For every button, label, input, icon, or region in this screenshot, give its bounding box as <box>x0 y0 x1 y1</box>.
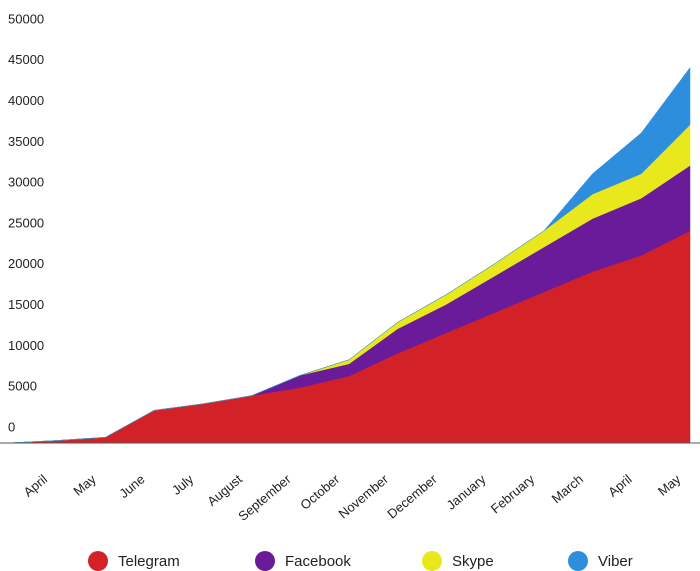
x-tick-label: April <box>605 471 635 499</box>
legend-label: Telegram <box>118 553 180 570</box>
y-tick-label: 5000 <box>8 379 37 394</box>
y-tick-label: 25000 <box>8 215 44 230</box>
x-tick-label: November <box>336 471 392 521</box>
y-tick-label: 35000 <box>8 134 44 149</box>
y-tick-label: 15000 <box>8 297 44 312</box>
legend-swatch <box>422 551 442 571</box>
legend-swatch <box>88 551 108 571</box>
x-tick-label: March <box>549 471 586 506</box>
legend-label: Skype <box>452 553 494 570</box>
x-tick-label: August <box>204 471 245 509</box>
area <box>7 66 691 444</box>
x-tick-label: January <box>443 471 488 513</box>
legend-label: Facebook <box>285 553 351 570</box>
x-tick-label: February <box>488 471 538 516</box>
x-tick-label: October <box>297 471 343 513</box>
x-tick-label: December <box>384 471 440 521</box>
x-tick-label: April <box>21 471 51 499</box>
legend-label: Viber <box>598 553 633 570</box>
y-tick-label: 40000 <box>8 93 44 108</box>
y-tick-label: 30000 <box>8 175 44 190</box>
legend-swatch <box>568 551 588 571</box>
x-tick-label: July <box>169 471 197 498</box>
legend-swatch <box>255 551 275 571</box>
x-tick-label: May <box>70 471 99 499</box>
x-tick-label: September <box>235 471 294 524</box>
x-tick-label: May <box>655 471 684 499</box>
y-tick-label: 10000 <box>8 338 44 353</box>
y-tick-label: 50000 <box>8 11 44 26</box>
y-tick-label: 20000 <box>8 256 44 271</box>
y-tick-label: 0 <box>8 419 15 434</box>
x-tick-label: June <box>116 471 147 501</box>
y-tick-label: 45000 <box>8 52 44 67</box>
